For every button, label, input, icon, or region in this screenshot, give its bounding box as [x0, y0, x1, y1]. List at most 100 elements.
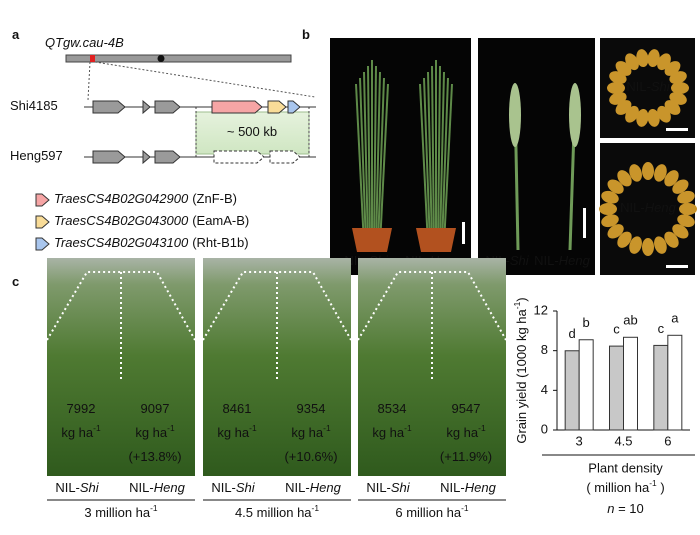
panel-letter: a [12, 27, 20, 42]
text-part: kg ha [135, 425, 168, 440]
region-size: ~ 500 kb [227, 124, 277, 139]
grain [617, 170, 632, 187]
text-part: Shi [651, 79, 671, 94]
text-part: 6 million ha [395, 505, 462, 520]
text-part: a [12, 27, 20, 42]
line-label: NIL-Shi [211, 480, 255, 495]
grain [636, 108, 649, 127]
text-part: kg ha [291, 425, 324, 440]
density-label: 4.5 million ha-1 [235, 503, 319, 520]
yield-gain: (+10.6%) [284, 449, 337, 464]
significance-letter: b [583, 315, 590, 330]
y-tick-label: 12 [534, 302, 548, 317]
photo-spikes [478, 38, 595, 275]
grain [601, 190, 619, 204]
grain [609, 91, 627, 105]
text-part: Heng [310, 480, 342, 495]
grain [642, 162, 654, 180]
yield-unit: kg ha-1 [372, 423, 412, 440]
yield-unit: kg ha-1 [291, 423, 331, 440]
bar [623, 336, 638, 431]
yield-gain: (+11.9%) [440, 449, 492, 464]
significance-letter: d [569, 326, 576, 341]
grain [629, 236, 642, 254]
gene-arrow [269, 150, 301, 164]
x-axis-label: Plant density [588, 460, 663, 475]
text-part: -1 [93, 423, 101, 433]
yield-value: 8461 [223, 401, 252, 416]
haplotype-label: Shi4185 [10, 98, 58, 113]
grain [607, 224, 624, 239]
yield-value: 8534 [378, 401, 407, 416]
text-part: -1 [150, 503, 158, 513]
pot [416, 228, 456, 252]
grain [617, 231, 632, 248]
text-part: Shi [236, 480, 256, 495]
gene-arrow [154, 100, 181, 114]
deletion-region [195, 111, 310, 155]
yield-gain: (+13.8%) [128, 449, 181, 464]
yield-unit: kg ha-1 [217, 423, 257, 440]
grain [664, 231, 679, 248]
text-part: c [12, 274, 19, 289]
text-part: 9547 [452, 401, 481, 416]
text-part: TraesCS4B02G043100 [54, 235, 189, 250]
text-part: kg ha [61, 425, 94, 440]
line-label: NIL-Heng [440, 480, 496, 495]
plant-stem [427, 71, 433, 246]
text-part: ) [514, 297, 529, 301]
line-label: NIL-Shi [55, 480, 99, 495]
grain [677, 214, 695, 228]
gene-arrow [213, 150, 265, 164]
plant-stem [431, 65, 435, 246]
grain [625, 53, 639, 71]
significance-letter: c [658, 321, 665, 336]
density-label: 3 million ha-1 [84, 503, 158, 520]
grain [636, 49, 649, 68]
grain [672, 224, 689, 239]
haplotype-label: Heng597 [10, 148, 63, 163]
plant-stem [423, 77, 431, 246]
y-axis-label: Grain yield (1000 kg ha-1) [512, 297, 529, 443]
text-part: Grain yield (1000 kg ha [514, 308, 529, 443]
text-part: (ZnF-B) [192, 191, 237, 206]
bar [653, 344, 669, 431]
text-part: QTgw.cau-4B [45, 35, 124, 50]
text-part: 3 million ha [84, 505, 151, 520]
x-tick-label: 3 [576, 433, 583, 448]
text-part: (+10.6%) [284, 449, 337, 464]
gene-arrow [154, 150, 181, 164]
grain [601, 214, 619, 228]
text-part: -1 [323, 423, 331, 433]
line-label: NIL-Heng [285, 480, 341, 495]
sample-size: n = 10 [607, 501, 644, 516]
text-part: NIL- [285, 480, 310, 495]
grain [629, 164, 642, 182]
text-part: Shi [391, 480, 411, 495]
text-part: Heng [645, 200, 677, 215]
gene-arrow [211, 100, 263, 114]
plant-stem [441, 77, 449, 246]
grain-label: NIL-Heng [620, 200, 676, 215]
scale-bar [666, 265, 688, 268]
grain [664, 170, 679, 187]
panel-letter: c [12, 274, 19, 289]
text-part: ) [657, 480, 665, 495]
significance-letter: a [671, 311, 679, 326]
plant-stem [355, 83, 365, 246]
plant-stem [359, 77, 367, 246]
text-part: 8461 [223, 401, 252, 416]
bar [578, 339, 594, 431]
text-part: -1 [649, 478, 657, 488]
text-part: (Rht-B1b) [192, 235, 248, 250]
text-part: -1 [404, 423, 412, 433]
x-axis-unit: ( million ha-1 ) [586, 478, 664, 495]
grain [647, 108, 660, 127]
grain-label: NIL-Shi [626, 79, 670, 94]
text-part: NIL- [129, 480, 154, 495]
panel-letter: b [302, 27, 310, 42]
text-part: 9354 [297, 401, 326, 416]
gene-arrow [142, 99, 151, 115]
text-part: ( million ha [586, 480, 650, 495]
text-part: kg ha [217, 425, 250, 440]
